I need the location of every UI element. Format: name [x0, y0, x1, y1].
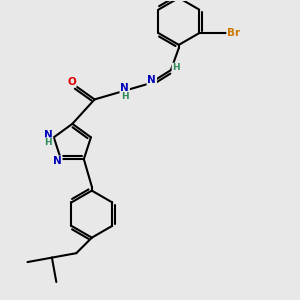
Text: N: N	[44, 130, 52, 140]
Text: O: O	[67, 77, 76, 87]
Text: Br: Br	[227, 28, 240, 38]
Text: H: H	[121, 92, 128, 101]
Text: N: N	[53, 156, 62, 167]
Text: N: N	[147, 75, 156, 85]
Text: N: N	[120, 83, 129, 93]
Text: H: H	[44, 138, 52, 147]
Text: H: H	[172, 63, 180, 72]
